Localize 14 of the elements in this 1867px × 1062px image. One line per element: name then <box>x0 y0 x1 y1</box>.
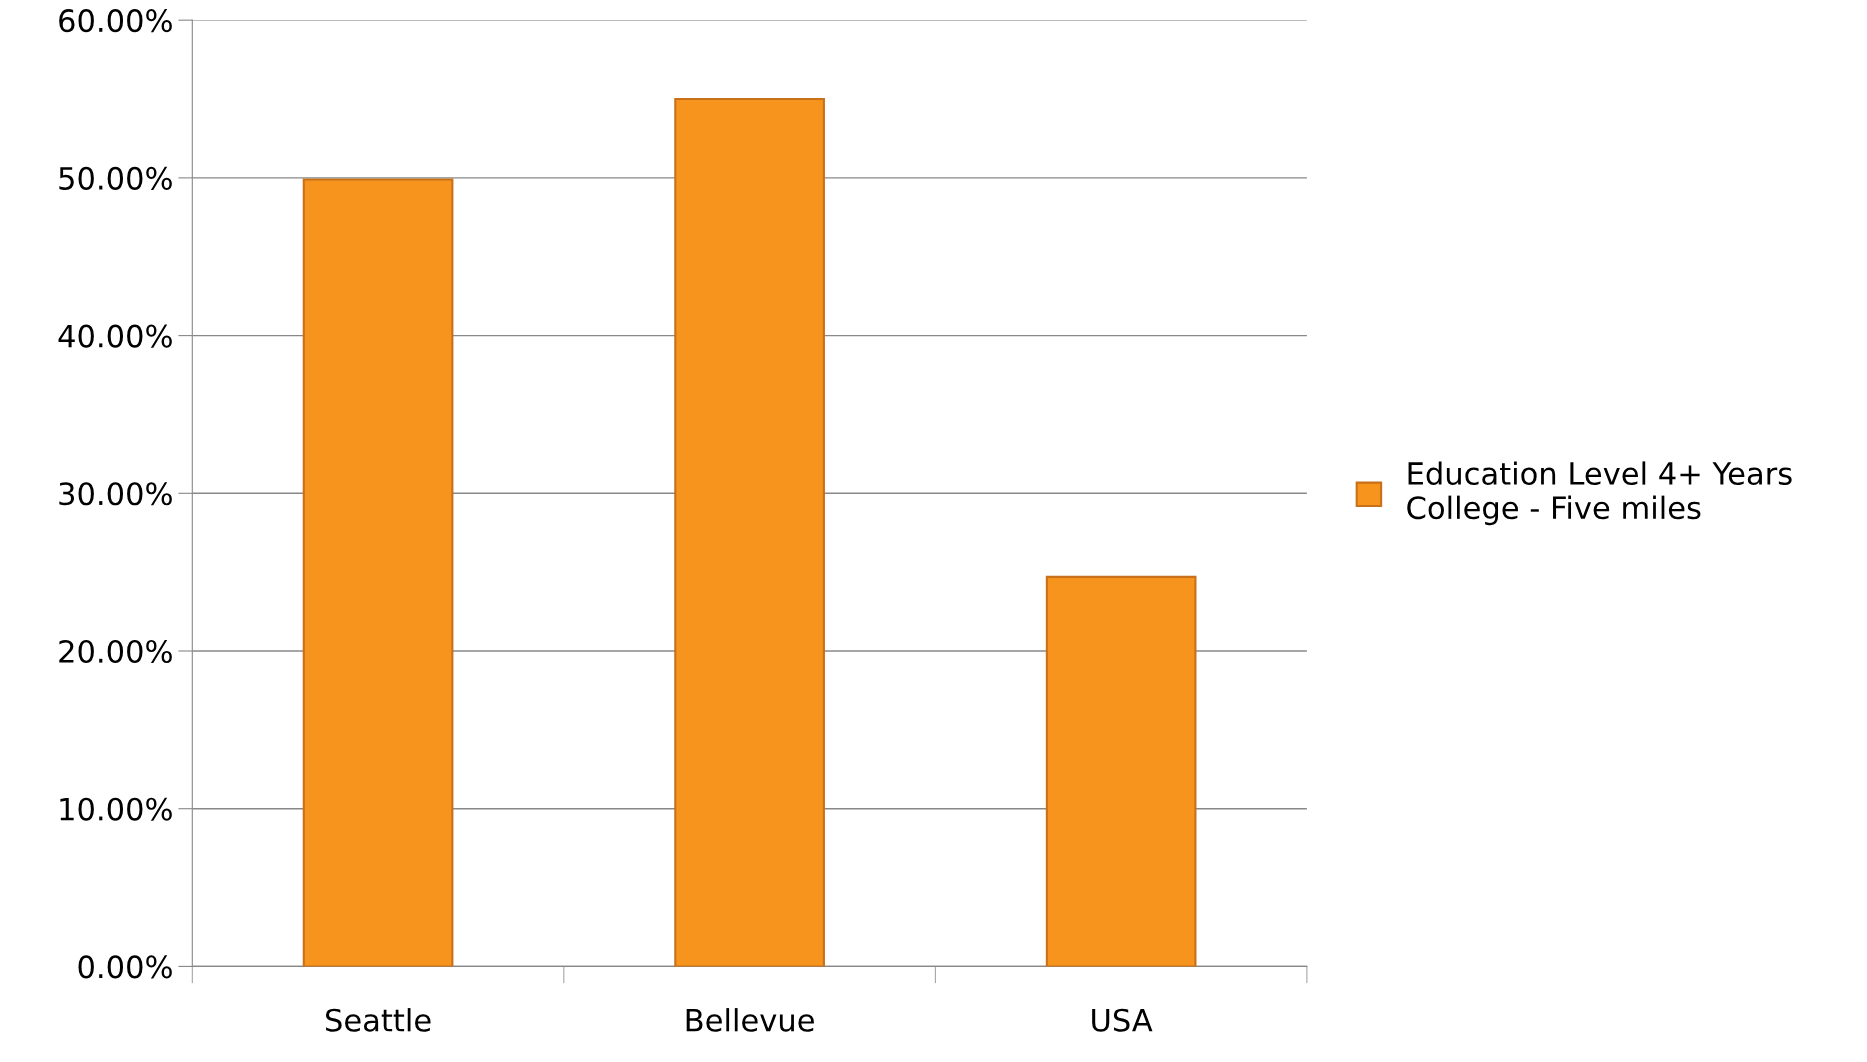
y-tick-label: 50.00% <box>59 166 172 190</box>
y-tick-label: 20.00% <box>59 639 172 664</box>
bar <box>1045 575 1197 967</box>
bar <box>302 178 454 967</box>
x-tick-label: USA <box>1092 1008 1153 1032</box>
legend-label: Education Level 4+ Years College - Five miles <box>1407 461 1792 526</box>
y-tick-label: 60.00% <box>59 9 172 33</box>
y-tick-label: 0.00% <box>78 955 172 979</box>
y-tick-label: 10.00% <box>60 797 172 821</box>
x-tick-label: Bellevue <box>686 1008 814 1032</box>
y-tick-label: 40.00% <box>58 324 172 348</box>
bar <box>674 97 825 967</box>
x-tick-label: Seattle <box>326 1008 431 1032</box>
y-tick-label: 30.00% <box>59 482 172 506</box>
